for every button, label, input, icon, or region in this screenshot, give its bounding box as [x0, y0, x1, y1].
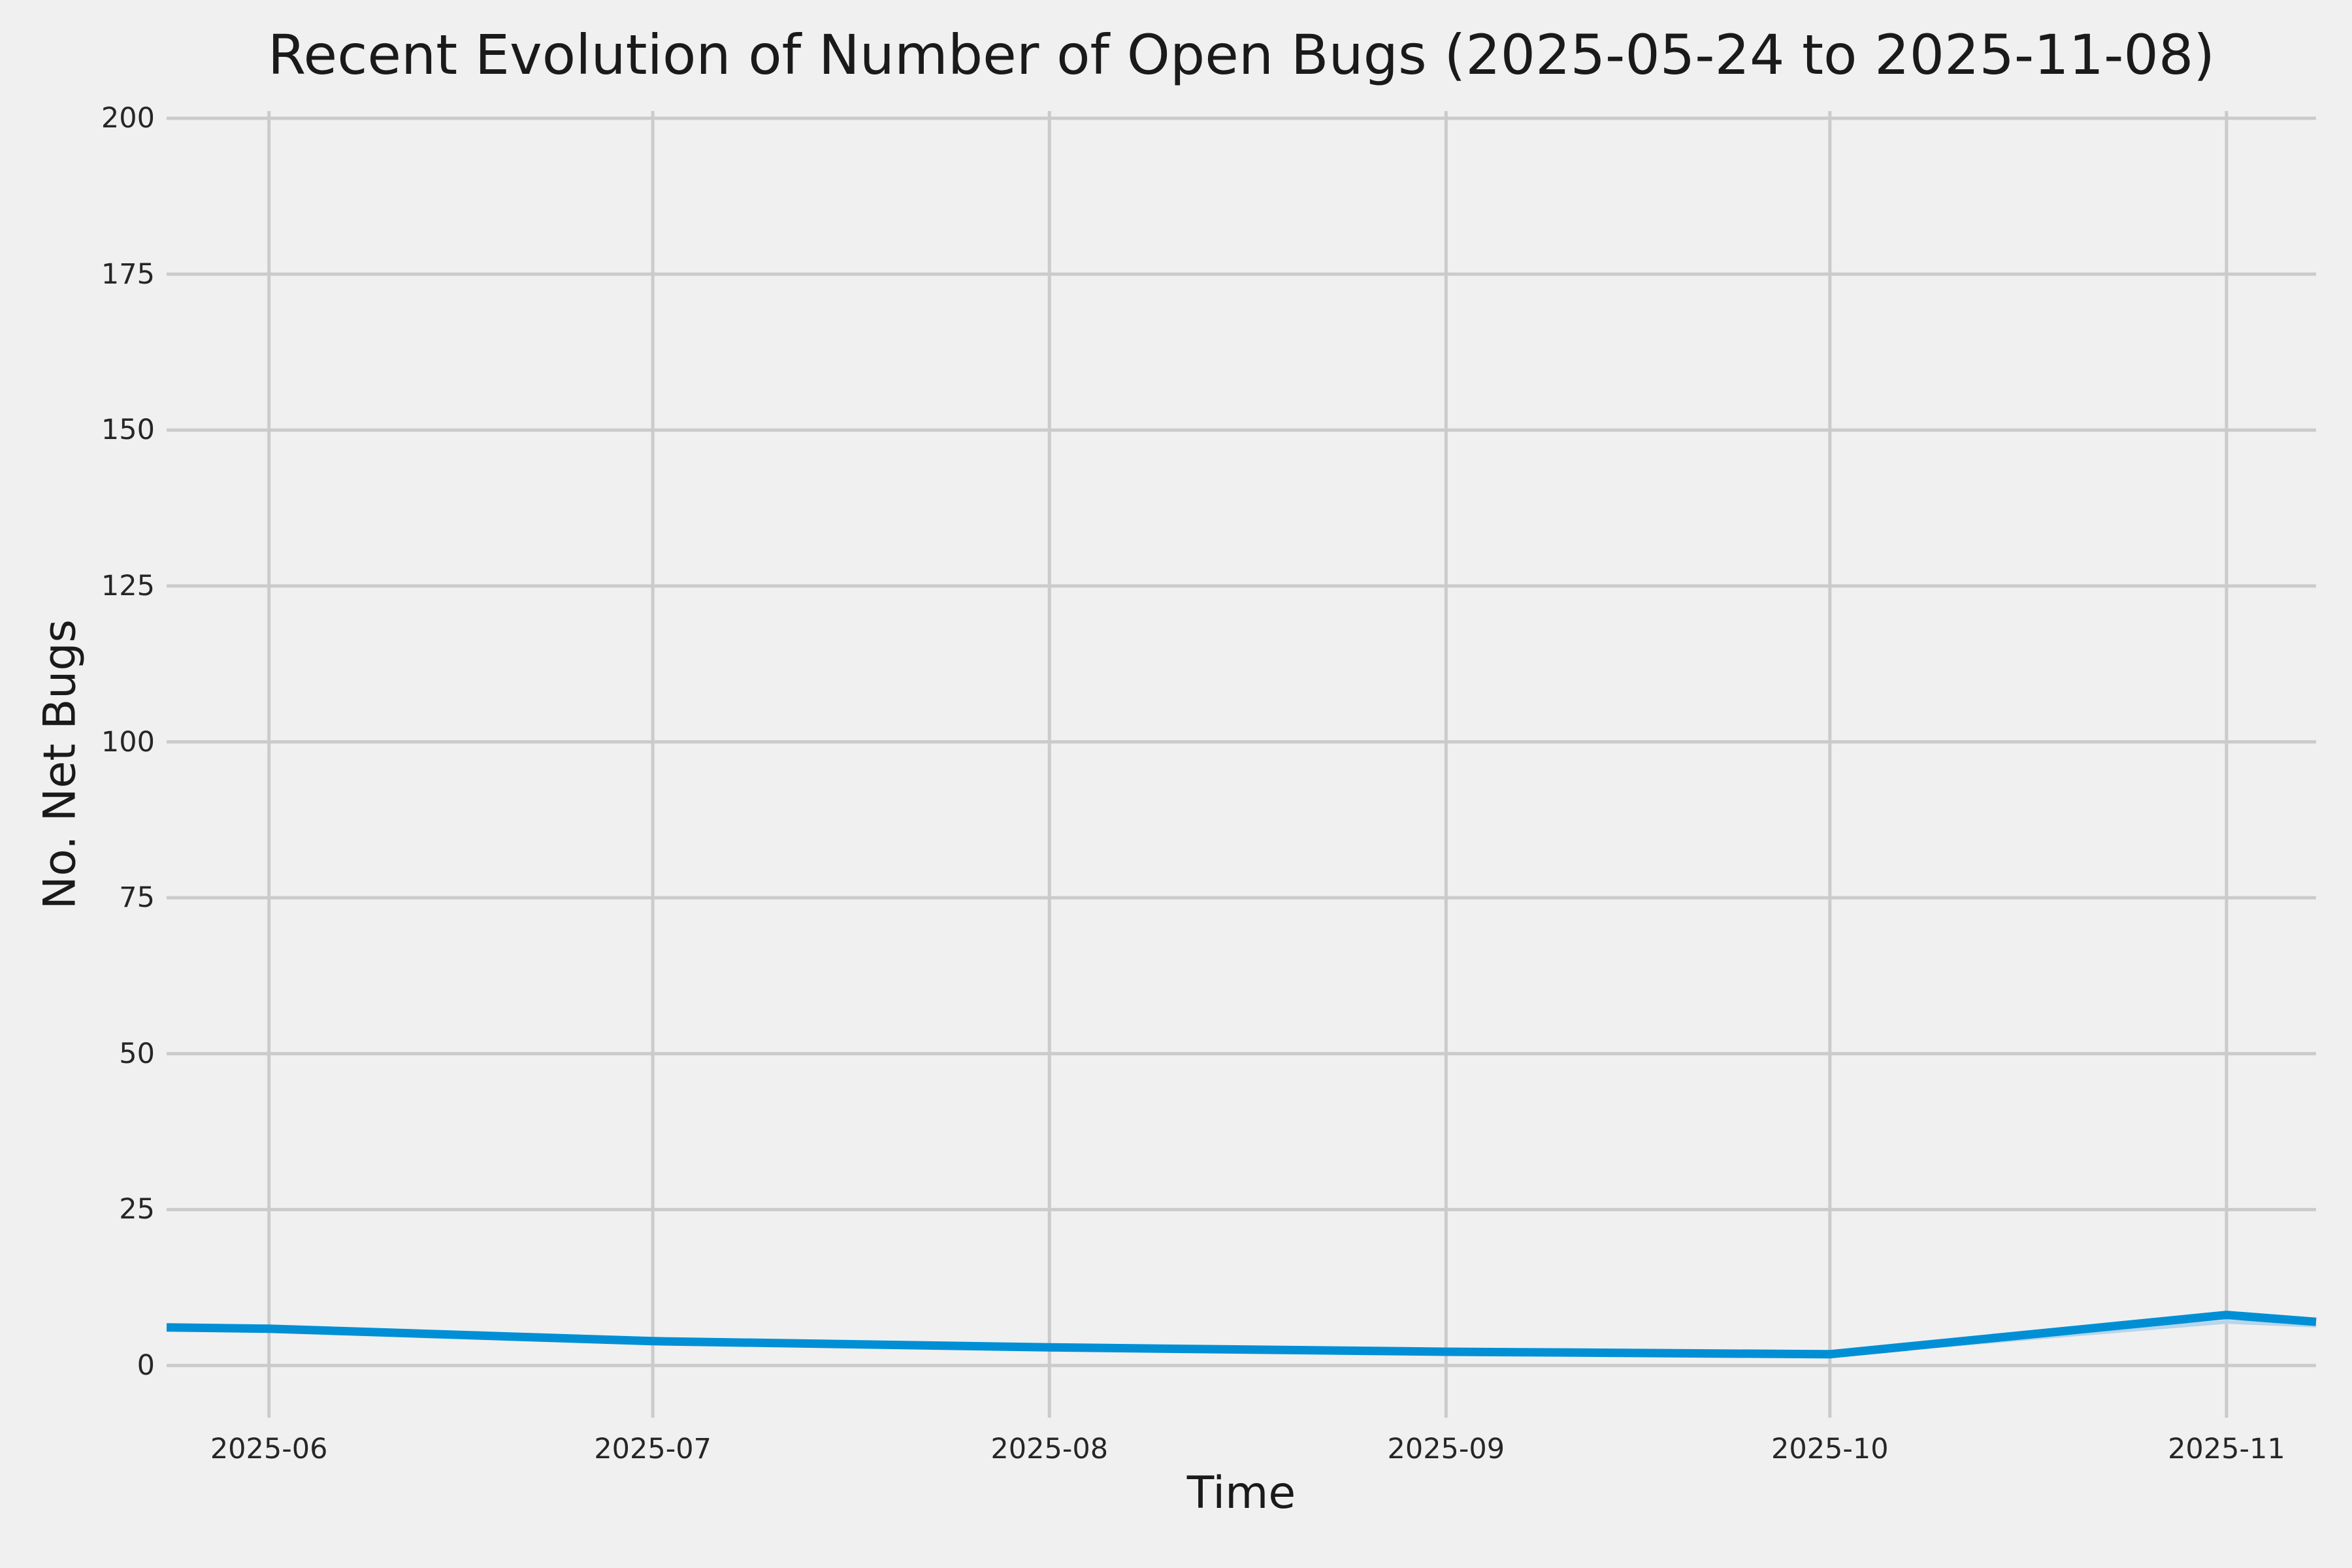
x-tick-label: 2025-09	[1387, 1433, 1505, 1465]
x-tick-label: 2025-08	[990, 1433, 1109, 1465]
y-axis-label: No. Net Bugs	[34, 619, 86, 909]
y-tick-label: 150	[101, 414, 155, 447]
y-tick-label: 100	[101, 725, 155, 759]
y-tick-label: 0	[137, 1349, 155, 1382]
y-tick-label: 50	[119, 1037, 155, 1070]
y-tick-label: 200	[101, 102, 155, 135]
y-tick-label: 125	[101, 569, 155, 602]
y-tick-label: 25	[119, 1193, 155, 1226]
x-tick-label: 2025-07	[594, 1433, 711, 1465]
x-tick-label: 2025-11	[2168, 1433, 2285, 1465]
series-open-bugs	[166, 1311, 2317, 1359]
x-tick-label: 2025-06	[210, 1433, 328, 1465]
x-axis-label: Time	[1186, 1467, 1296, 1519]
x-tick-label: 2025-10	[1771, 1433, 1889, 1465]
y-tick-label: 175	[101, 257, 155, 291]
chart-title: Recent Evolution of Number of Open Bugs …	[267, 23, 2215, 87]
y-tick-label: 75	[119, 881, 155, 915]
